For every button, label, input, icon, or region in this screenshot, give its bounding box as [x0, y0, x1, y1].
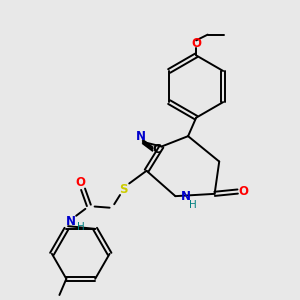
Text: S: S: [119, 183, 128, 196]
Text: H: H: [77, 222, 85, 232]
Text: O: O: [238, 185, 248, 198]
Text: H: H: [189, 200, 196, 210]
Text: O: O: [76, 176, 86, 189]
Text: N: N: [136, 130, 146, 143]
Text: O: O: [191, 37, 201, 50]
Text: N: N: [181, 190, 191, 203]
Text: N: N: [65, 215, 75, 228]
Text: C: C: [152, 143, 161, 157]
